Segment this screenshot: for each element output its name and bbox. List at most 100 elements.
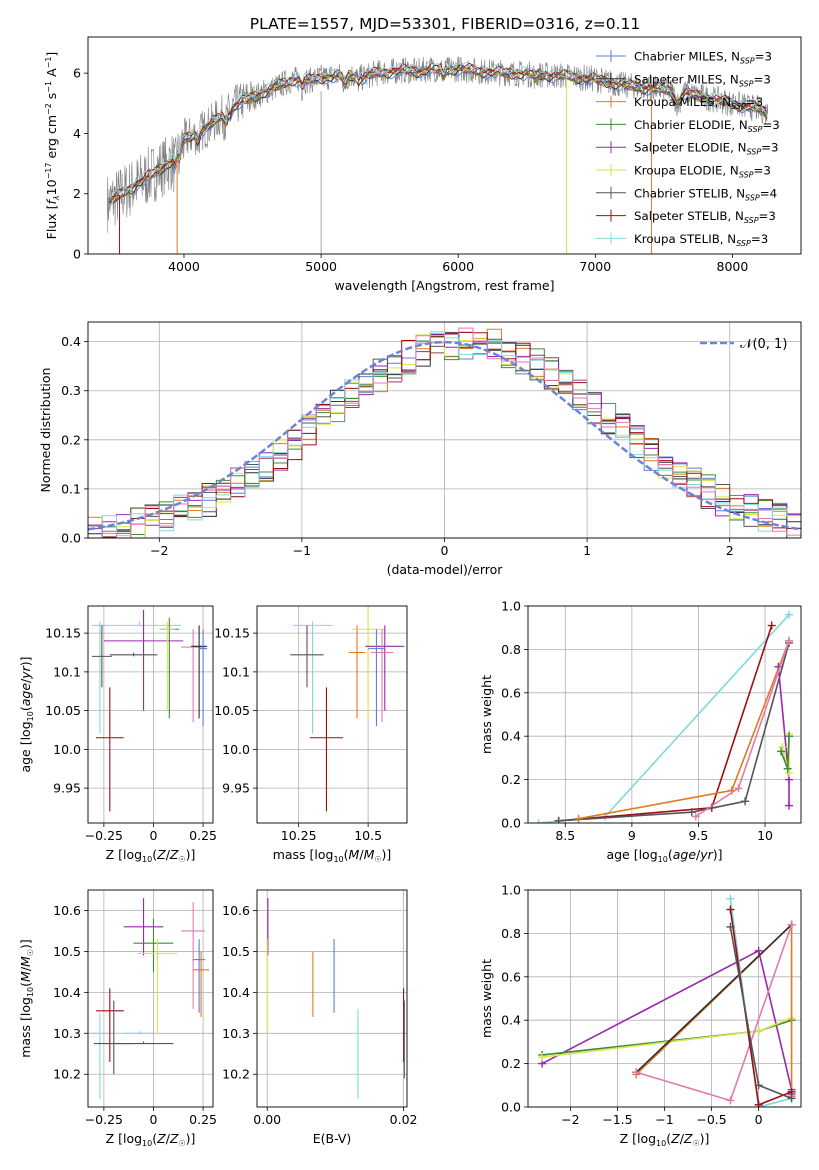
- y-axis-label: age [log10(age/yr)]: [18, 656, 35, 772]
- weight-series-line: [538, 614, 790, 823]
- mass_vs_Z-plot-area: [88, 898, 210, 1099]
- x-tick-label: −0.25: [85, 1112, 123, 1127]
- histogram-step: [88, 327, 801, 538]
- residuals-panel: −2 −1 0 1 2 0.0 0.1 0.2 0.3 0.4 𝒩(0, 1) (data-model…: [38, 321, 802, 577]
- x-axis-label: Z [log10(Z/Z☉)]: [106, 847, 196, 864]
- x-axis-label: E(B-V): [313, 1131, 352, 1146]
- y-tick-label: 1.0: [501, 883, 521, 898]
- y-tick-label: 10.4: [222, 985, 250, 1000]
- legend-label: 𝒩(0, 1): [740, 337, 787, 352]
- age_vs_Z-plot-area: [91, 609, 208, 812]
- x-tick-label: −1.5: [602, 1112, 632, 1127]
- x-tick-label: 0.02: [390, 1112, 418, 1127]
- y-tick-label: 0.4: [501, 729, 521, 744]
- age_vs_mass-frame: [256, 605, 408, 824]
- histogram-step: [88, 334, 801, 538]
- y-tick-label: 10.05: [45, 703, 81, 718]
- weights_vs_Z-frame: [527, 889, 802, 1108]
- y-tick-label: 0.4: [61, 334, 81, 349]
- weight-series-line: [635, 922, 793, 1097]
- y-axis-label: mass weight: [479, 675, 494, 754]
- x-tick-label: 10.25: [281, 828, 317, 843]
- x-axis-label: age [log10(age/yr)]: [606, 847, 722, 864]
- chart-panels: 4000 5000 6000 7000 8000 0 2 4 6 Chabrier MILES, …: [18, 36, 802, 1148]
- legend-label: Kroupa ELODIE, NSSP=3: [634, 164, 771, 180]
- spectrum-model-line: [108, 61, 767, 198]
- age_vs_Z-panel: −0.25 0 0.25 9.95 10.0 10.05 10.1 10.15 Z [log10…: [18, 605, 217, 864]
- y-tick-label: 0.4: [501, 1013, 521, 1028]
- mass_vs_EBV-panel: 0.00 0.02 10.2 10.3 10.4 10.5 10.6 E(B-V): [222, 889, 418, 1146]
- y-axis-label: Flux [fλ10−17 erg cm−2 s−1 A−1]: [44, 52, 61, 240]
- x-tick-label: −2: [561, 1112, 579, 1127]
- legend-label: Chabrier MILES, NSSP=3: [634, 50, 772, 66]
- y-tick-label: 10.3: [222, 1026, 250, 1041]
- y-tick-label: 9.95: [222, 781, 250, 796]
- x-tick-label: −0.25: [85, 828, 123, 843]
- legend-label: Salpeter MILES, NSSP=3: [634, 72, 771, 88]
- y-tick-label: 0.8: [501, 642, 521, 657]
- x-tick-label: 4000: [168, 259, 200, 274]
- spectrum-plot-area: [106, 56, 769, 254]
- spectrum-model-line: [108, 65, 768, 204]
- x-tick-label: 1: [583, 543, 591, 558]
- x-tick-label: 0: [149, 1112, 157, 1127]
- x-tick-label: 5000: [305, 259, 337, 274]
- x-tick-label: 8.5: [555, 828, 575, 843]
- y-axis-label: mass [log10(M/M☉)]: [18, 939, 35, 1058]
- x-tick-label: 0: [755, 1112, 763, 1127]
- y-tick-label: 0.1: [61, 481, 81, 496]
- x-tick-label: −2: [150, 543, 168, 558]
- x-tick-label: 0: [149, 828, 157, 843]
- y-tick-label: 6: [73, 66, 81, 81]
- weight-series-line: [635, 924, 793, 1073]
- y-tick-label: 0.8: [501, 926, 521, 941]
- y-tick-label: 10.6: [222, 903, 250, 918]
- y-tick-label: 0.2: [501, 772, 521, 787]
- y-tick-label: 1.0: [501, 599, 521, 614]
- y-tick-label: 10.2: [53, 1067, 81, 1082]
- x-axis-label: Z [log10(Z/Z☉)]: [106, 1131, 196, 1148]
- y-tick-label: 0.3: [61, 383, 81, 398]
- residuals-frame: [87, 321, 802, 539]
- age_vs_mass-panel: 10.25 10.5 9.95 10.0 10.05 10.1 10.15 mass [log…: [214, 605, 408, 864]
- x-tick-label: 10.5: [354, 828, 382, 843]
- y-tick-label: 10.4: [53, 985, 81, 1000]
- residuals-plot-area: [88, 327, 801, 538]
- y-tick-label: 0.0: [61, 531, 81, 546]
- x-tick-label: 9: [628, 828, 636, 843]
- y-tick-label: 10.0: [222, 742, 250, 757]
- spectrum-frame: [87, 36, 802, 255]
- mass_vs_EBV-plot-area: [266, 898, 405, 1099]
- y-tick-label: 10.0: [53, 742, 81, 757]
- x-tick-label: 10: [757, 828, 773, 843]
- x-tick-label: 7000: [579, 259, 611, 274]
- x-axis-label: mass [log10(M/M☉)]: [273, 847, 392, 864]
- y-tick-label: 10.1: [53, 664, 81, 679]
- weights_vs_age-frame: [527, 605, 802, 824]
- x-tick-label: 2: [726, 543, 734, 558]
- legend-label: Salpeter STELIB, NSSP=3: [634, 209, 776, 225]
- x-tick-label: 6000: [442, 259, 474, 274]
- y-tick-label: 4: [73, 126, 81, 141]
- normal-curve: [88, 340, 801, 531]
- y-tick-label: 0.6: [501, 969, 521, 984]
- legend-label: Kroupa STELIB, NSSP=3: [634, 232, 768, 248]
- y-tick-label: 0.2: [501, 1056, 521, 1071]
- y-tick-label: 10.2: [222, 1067, 250, 1082]
- weight-series-line: [558, 625, 773, 822]
- y-tick-label: 0.0: [501, 816, 521, 831]
- weights_vs_age-plot-area: [534, 610, 794, 823]
- y-tick-label: 0.2: [61, 432, 81, 447]
- weight-series-line: [636, 924, 793, 1102]
- x-axis-label: (data-model)/error: [387, 562, 504, 577]
- y-tick-label: 9.95: [53, 781, 81, 796]
- x-axis-label: wavelength [Angstrom, rest frame]: [334, 278, 554, 293]
- mass_vs_EBV-frame: [256, 889, 408, 1108]
- weights_vs_age-panel: 8.5 9 9.5 10 0.0 0.2 0.4 0.6 0.8 1.0 age [log10(ag…: [479, 599, 802, 864]
- x-tick-label: −1: [655, 1112, 673, 1127]
- y-tick-label: 10.3: [53, 1026, 81, 1041]
- x-tick-label: −1: [293, 543, 311, 558]
- spectrum-model-line: [108, 64, 767, 205]
- y-tick-label: 0.6: [501, 685, 521, 700]
